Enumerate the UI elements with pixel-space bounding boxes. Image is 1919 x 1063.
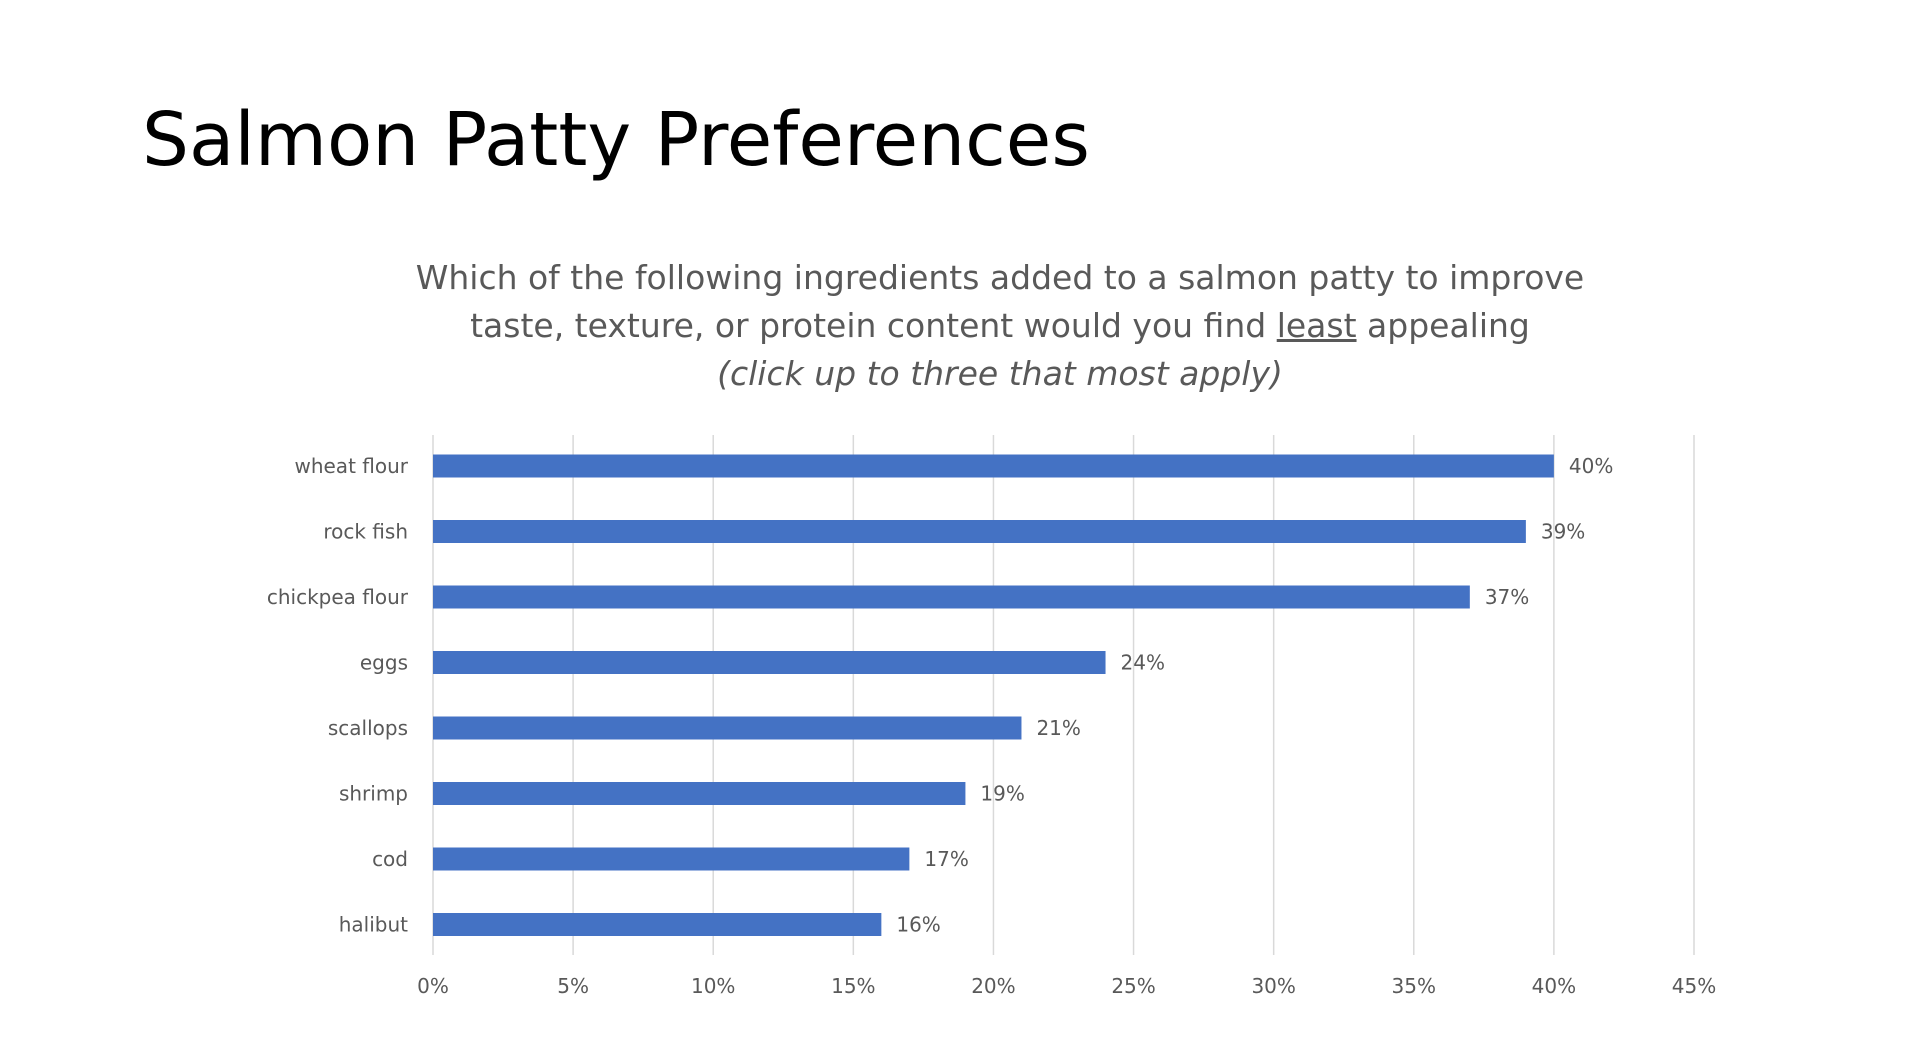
x-tick-label-10: 10%: [691, 974, 735, 998]
x-tick-label-0: 0%: [417, 974, 449, 998]
x-tick-label-20: 20%: [971, 974, 1015, 998]
data-label-scallops: 21%: [1036, 716, 1080, 740]
data-label-eggs: 24%: [1121, 651, 1165, 675]
chart-title-line-1: Which of the following ingredients added…: [415, 258, 1585, 297]
x-tick-label-40: 40%: [1532, 974, 1576, 998]
category-label-chickpea-flour: chickpea flour: [267, 585, 409, 609]
x-tick-label-15: 15%: [831, 974, 875, 998]
data-label-cod: 17%: [924, 847, 968, 871]
chart-title-line-2-start: taste, texture, or protein content would…: [470, 306, 1267, 345]
chart-title-line-2: taste, texture, or protein content would…: [400, 302, 1600, 350]
bars: [433, 454, 1554, 936]
category-label-wheat-flour: wheat flour: [294, 454, 408, 478]
category-label-scallops: scallops: [328, 716, 408, 740]
gridlines: [432, 435, 1695, 955]
bar-scallops: [433, 716, 1022, 740]
bar-rock-fish: [433, 520, 1526, 543]
chart-title: Which of the following ingredients added…: [400, 254, 1600, 398]
category-label-eggs: eggs: [360, 651, 408, 675]
data-label-halibut: 16%: [896, 913, 940, 937]
bar-cod: [433, 847, 910, 871]
chart-subtitle: (click up to three that most apply): [717, 354, 1283, 393]
chart-title-line-2-end: appealing: [1367, 306, 1530, 345]
bar-eggs: [433, 651, 1106, 674]
bar-wheat-flour: [433, 454, 1554, 478]
x-tick-label-35: 35%: [1392, 974, 1436, 998]
x-tick-label-5: 5%: [557, 974, 589, 998]
x-tick-label-45: 45%: [1672, 974, 1716, 998]
data-label-chickpea-flour: 37%: [1485, 585, 1529, 609]
bar-chickpea-flour: [433, 585, 1470, 609]
category-label-cod: cod: [372, 847, 408, 871]
chart-title-emphasis: least: [1276, 306, 1357, 345]
category-label-shrimp: shrimp: [339, 782, 408, 806]
category-label-halibut: halibut: [339, 913, 408, 937]
x-tick-label-25: 25%: [1111, 974, 1155, 998]
slide-title: Salmon Patty Preferences: [142, 97, 1090, 183]
data-label-rock-fish: 39%: [1541, 520, 1585, 544]
labels: 0% 5% 10% 15% 20% 25% 30% 35% 40% 45% wheat flour 4…: [267, 454, 1716, 998]
bar-shrimp: [433, 782, 966, 805]
data-label-shrimp: 19%: [980, 782, 1024, 806]
category-label-rock-fish: rock fish: [323, 520, 408, 544]
x-tick-label-30: 30%: [1251, 974, 1295, 998]
bar-halibut: [433, 913, 882, 936]
data-label-wheat-flour: 40%: [1569, 454, 1613, 478]
